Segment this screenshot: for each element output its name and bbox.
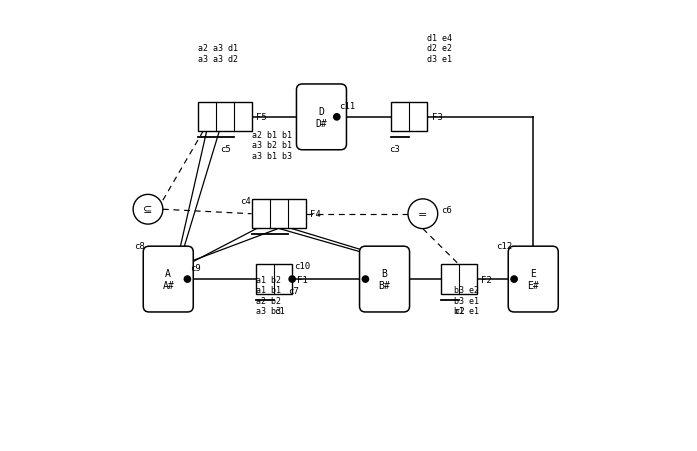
FancyBboxPatch shape bbox=[144, 247, 193, 312]
Circle shape bbox=[511, 276, 517, 283]
Text: c11: c11 bbox=[339, 101, 355, 110]
Text: c4: c4 bbox=[240, 196, 251, 205]
Text: c3: c3 bbox=[389, 145, 400, 153]
Text: c10: c10 bbox=[294, 261, 311, 270]
Text: F1: F1 bbox=[297, 275, 307, 284]
Text: c9: c9 bbox=[190, 263, 201, 272]
Bar bbox=[441, 265, 477, 294]
Text: c5: c5 bbox=[220, 145, 231, 153]
Circle shape bbox=[362, 276, 369, 283]
Text: E
E#: E E# bbox=[528, 269, 539, 290]
Text: a2 a3 d1
a3 a3 d2: a2 a3 d1 a3 a3 d2 bbox=[197, 44, 238, 64]
FancyBboxPatch shape bbox=[360, 247, 410, 312]
FancyBboxPatch shape bbox=[508, 247, 558, 312]
Bar bbox=[252, 200, 306, 229]
Text: ⊆: ⊆ bbox=[144, 205, 153, 215]
Text: F3: F3 bbox=[432, 113, 443, 122]
Text: c2: c2 bbox=[454, 306, 465, 315]
Text: =: = bbox=[418, 209, 427, 219]
FancyBboxPatch shape bbox=[296, 85, 346, 151]
Text: a2 b1 b1
a3 b2 b1
a3 b1 b3: a2 b1 b1 a3 b2 b1 a3 b1 b3 bbox=[252, 131, 291, 160]
Text: c12: c12 bbox=[496, 241, 512, 250]
Text: b3 e2
b3 e1
b1 e1: b3 e2 b3 e1 b1 e1 bbox=[454, 285, 480, 315]
Text: A
A#: A A# bbox=[162, 269, 174, 290]
Text: D
D#: D D# bbox=[316, 107, 328, 129]
Text: F5: F5 bbox=[256, 113, 267, 122]
Text: c8: c8 bbox=[135, 241, 145, 250]
Text: c1: c1 bbox=[274, 306, 285, 315]
Circle shape bbox=[334, 115, 340, 121]
Circle shape bbox=[408, 199, 438, 229]
Text: d1 e4
d2 e2
d3 e1: d1 e4 d2 e2 d3 e1 bbox=[427, 34, 452, 64]
Text: B
B#: B B# bbox=[378, 269, 390, 290]
Text: F2: F2 bbox=[482, 275, 492, 284]
Circle shape bbox=[184, 276, 190, 283]
Bar bbox=[256, 265, 292, 294]
Text: F4: F4 bbox=[310, 210, 321, 219]
Text: a1 b2
a1 b1
a2 b2
a3 b3: a1 b2 a1 b1 a2 b2 a3 b3 bbox=[256, 275, 281, 315]
Bar bbox=[197, 103, 252, 132]
Circle shape bbox=[133, 195, 163, 225]
Text: c6: c6 bbox=[441, 205, 452, 214]
Bar bbox=[391, 103, 427, 132]
Text: c7: c7 bbox=[288, 286, 298, 295]
Circle shape bbox=[289, 276, 296, 283]
